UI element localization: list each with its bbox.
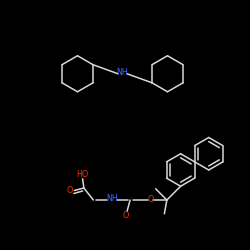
Text: NH: NH bbox=[106, 194, 118, 203]
Text: HO: HO bbox=[76, 170, 89, 179]
Text: O: O bbox=[148, 196, 154, 204]
Text: O: O bbox=[67, 186, 73, 195]
Text: O: O bbox=[122, 211, 129, 220]
Text: NH: NH bbox=[117, 68, 128, 77]
